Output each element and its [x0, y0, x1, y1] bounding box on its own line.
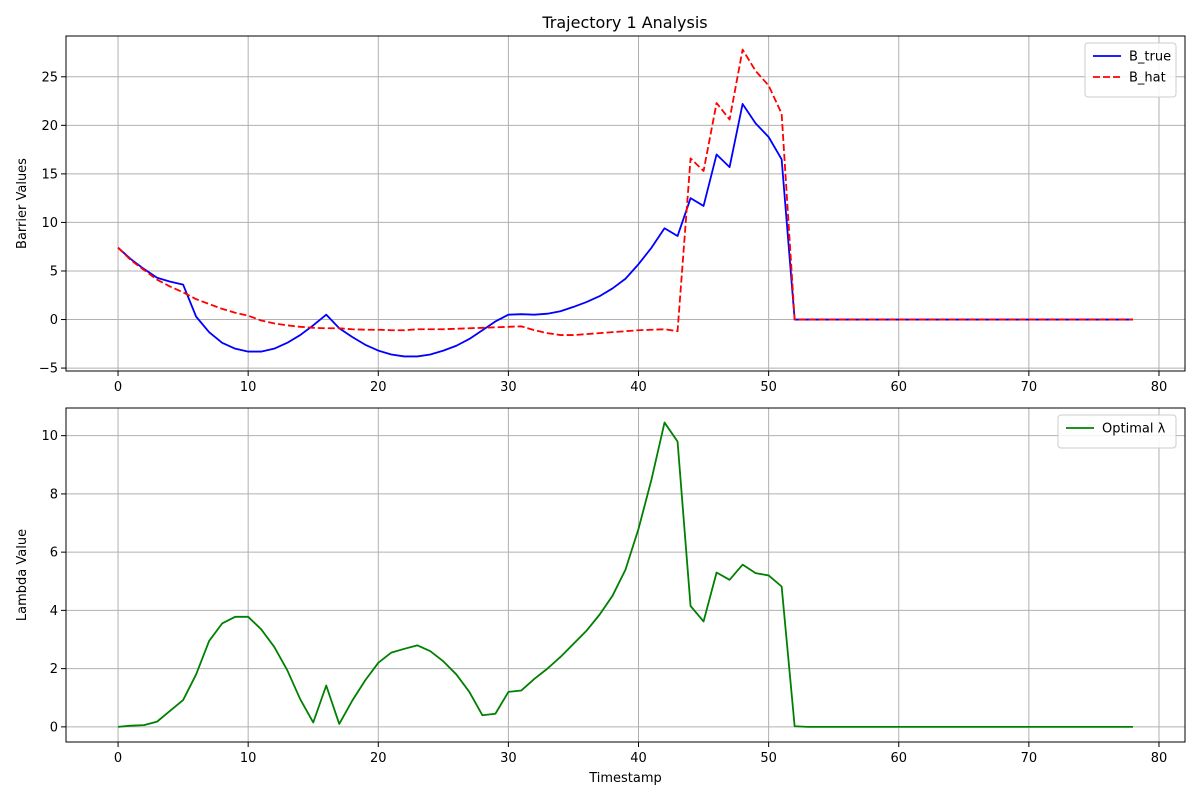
x-tick-label: 20: [370, 751, 387, 766]
lambda-plot: 0 10 20 30 40 50 60 70 80 0 2 4 6 8 10 Timestamp Lamb…: [15, 407, 1186, 786]
y-tick-label: 10: [41, 216, 58, 231]
x-tick-label: 70: [1021, 751, 1038, 766]
x-tick-label: 70: [1021, 380, 1038, 395]
y-axis-ticks: −5 0 5 10 15 20 25: [39, 70, 66, 377]
x-axis-ticks: 0 10 20 30 40 50 60 70 80: [114, 742, 1167, 766]
chart-title: Trajectory 1 Analysis: [541, 13, 707, 32]
legend: B_true B_hat: [1084, 42, 1177, 98]
legend-box: [1057, 414, 1177, 449]
y-tick-label: 25: [41, 70, 58, 85]
y-tick-label: 0: [50, 720, 58, 735]
x-tick-label: 80: [1151, 380, 1168, 395]
x-tick-label: 50: [760, 751, 777, 766]
axes-frame: [65, 35, 1186, 372]
x-tick-label: 80: [1151, 751, 1168, 766]
legend: Optimal λ: [1057, 414, 1177, 449]
series-line-1: [117, 48, 1133, 336]
x-tick-label: 60: [890, 380, 907, 395]
x-tick-label: 40: [630, 380, 647, 395]
x-tick-label: 50: [760, 380, 777, 395]
x-tick-label: 30: [500, 751, 517, 766]
y-tick-label: 6: [50, 546, 58, 561]
x-tick-label: 40: [630, 751, 647, 766]
grid: [66, 408, 1185, 742]
y-tick-label: 20: [41, 119, 58, 134]
y-tick-label: 10: [41, 429, 58, 444]
x-tick-label: 10: [240, 751, 257, 766]
x-tick-label: 20: [370, 380, 387, 395]
axes-frame: [65, 407, 1186, 743]
y-tick-label: 8: [50, 487, 58, 502]
x-axis-ticks: 0 10 20 30 40 50 60 70 80: [114, 371, 1167, 395]
y-axis-label: Lambda Value: [15, 529, 30, 621]
series-lines: [117, 421, 1133, 728]
x-tick-label: 0: [114, 380, 122, 395]
y-axis-ticks: 0 2 4 6 8 10: [41, 429, 66, 735]
y-tick-label: 5: [50, 264, 58, 279]
grid: [66, 36, 1185, 371]
y-tick-label: 2: [50, 662, 58, 677]
x-tick-label: 30: [500, 380, 517, 395]
x-tick-label: 0: [114, 751, 122, 766]
x-tick-label: 60: [890, 751, 907, 766]
y-tick-label: 4: [50, 604, 58, 619]
series-lines: [117, 48, 1133, 358]
y-axis-label: Barrier Values: [15, 158, 30, 249]
legend-label: Optimal λ: [1102, 422, 1166, 437]
legend-label: B_hat: [1129, 71, 1166, 86]
legend-label: B_true: [1129, 50, 1171, 65]
barrier-plot: Trajectory 1 Analysis 0 10 20 30 40 50 60 70 80 …: [15, 13, 1186, 395]
x-axis-label: Timestamp: [588, 771, 662, 786]
series-line-0: [117, 103, 1133, 358]
y-tick-label: −5: [39, 362, 58, 377]
x-tick-label: 10: [240, 380, 257, 395]
series-line-0: [117, 421, 1133, 728]
y-tick-label: 0: [50, 313, 58, 328]
y-tick-label: 15: [41, 167, 58, 182]
